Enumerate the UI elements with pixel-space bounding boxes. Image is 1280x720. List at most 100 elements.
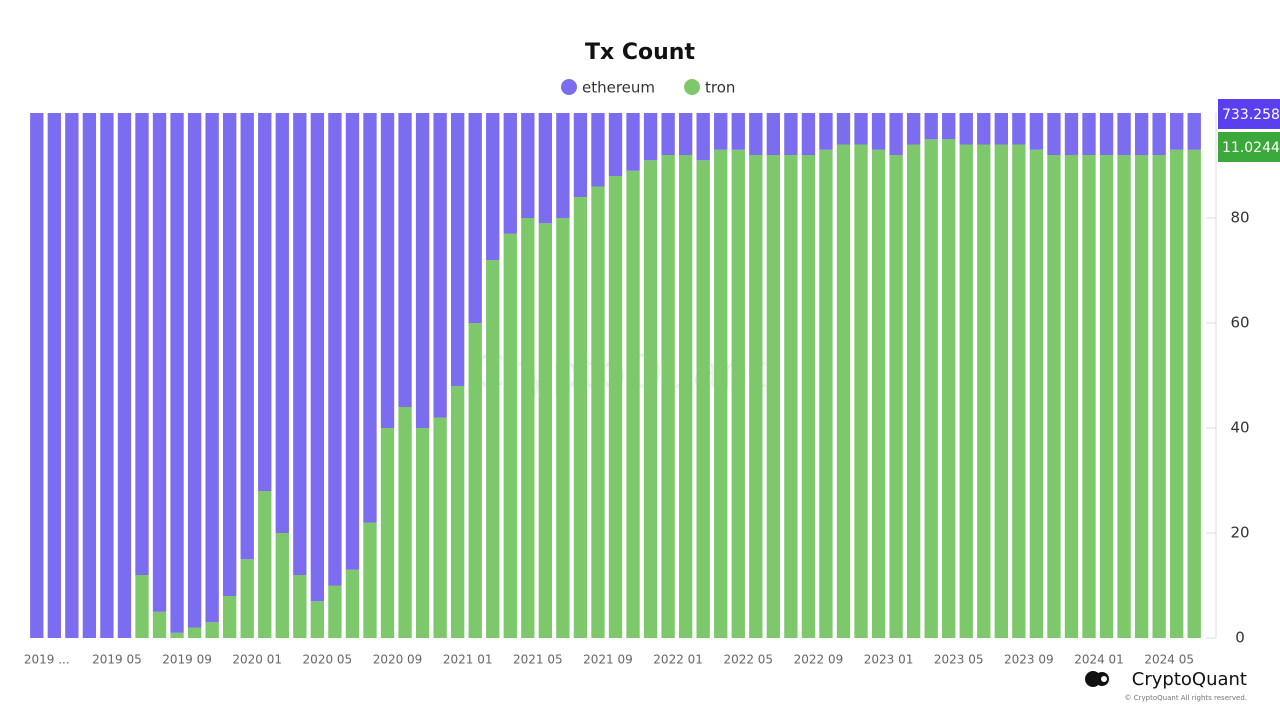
bar-segment (205, 113, 219, 623)
bar-segment (415, 113, 430, 428)
bar-segment (258, 491, 272, 638)
bar-segment (801, 113, 816, 155)
bar-segment (959, 113, 973, 145)
bar-segment (836, 113, 851, 145)
bar-segment (1064, 155, 1079, 638)
bar-segment (696, 113, 710, 161)
bar-segment (187, 113, 202, 628)
x-tick-label: 2019 09 (162, 653, 212, 667)
bar-segment (345, 569, 360, 638)
bar-segment (889, 155, 903, 638)
bar-segment (661, 155, 675, 638)
legend-marker (684, 79, 701, 95)
bar-segment (819, 113, 833, 150)
bar-segment (1012, 113, 1026, 145)
legend-label: tron (705, 79, 735, 97)
bar-segment (871, 113, 886, 150)
bar-segment (240, 113, 254, 560)
bar-segment (328, 113, 342, 586)
current-value-box (1218, 99, 1280, 129)
bar-segment (100, 113, 114, 638)
x-tick-label: 2022 05 (723, 653, 773, 667)
bar-segment (731, 113, 745, 150)
bar-segment (205, 622, 219, 638)
bar-segment (696, 160, 710, 638)
bar-segment (380, 113, 395, 428)
bar-segment (959, 144, 973, 638)
bar-segment (714, 113, 728, 150)
current-value-box (1218, 132, 1280, 162)
bar-segment (573, 113, 588, 197)
bar-segment (538, 223, 553, 638)
bar-segment (170, 113, 184, 633)
bar-segment (1082, 155, 1096, 638)
x-tick-label: 2023 09 (1004, 653, 1054, 667)
bar-segment (749, 113, 763, 155)
bar-segment (591, 186, 605, 638)
bar-segment (977, 113, 991, 145)
bar-segment (1187, 149, 1201, 638)
bar-segment (170, 632, 184, 638)
y-tick-label: 60 (1230, 314, 1249, 332)
bar-segment (328, 585, 342, 638)
bar-segment (924, 113, 938, 140)
bar-segment (819, 149, 833, 638)
x-tick-label: 2019 ... (24, 653, 70, 667)
bar-segment (942, 139, 956, 638)
brand-name: CryptoQuant (1132, 669, 1247, 690)
bar-segment (380, 428, 395, 638)
bar-segment (135, 575, 149, 638)
bar-segment (293, 575, 307, 638)
bar-segment (573, 197, 588, 638)
current-value-label: 733.258k (1222, 107, 1280, 123)
bar-segment (152, 611, 167, 638)
bar-segment (310, 601, 325, 638)
y-tick-label: 0 (1235, 629, 1245, 647)
bar-segment (1047, 113, 1061, 155)
bar-segment (117, 113, 132, 638)
bar-segment (994, 113, 1008, 145)
bar-segment (363, 113, 377, 523)
bar-segment (784, 113, 798, 155)
bar-segment (731, 149, 745, 638)
bar-segment (293, 113, 307, 575)
bar-segment (468, 323, 482, 638)
bar-segment (223, 596, 237, 638)
bar-segment (187, 627, 202, 638)
bar-segment (503, 113, 517, 234)
bar-segment (486, 113, 500, 260)
bar-segment (398, 113, 412, 407)
bar-segment (1117, 113, 1131, 155)
bar-segment (398, 407, 412, 638)
bar-segment (363, 522, 377, 638)
copyright: © CryptoQuant All rights reserved. (1125, 694, 1247, 702)
bar-segment (871, 149, 886, 638)
bar-segment (678, 155, 693, 638)
bar-segment (643, 160, 658, 638)
bar-segment (678, 113, 693, 155)
bar-segment (784, 155, 798, 638)
y-tick-label: 80 (1230, 209, 1249, 227)
bar-segment (310, 113, 325, 602)
bar-segment (1029, 149, 1044, 638)
bar-segment (836, 144, 851, 638)
bar-segment (521, 113, 535, 218)
x-tick-label: 2019 05 (92, 653, 142, 667)
y-tick-label: 40 (1230, 419, 1249, 437)
bar-segment (608, 176, 623, 638)
bar-segment (468, 113, 482, 323)
bar-segment (626, 113, 640, 171)
bar-segment (661, 113, 675, 155)
bar-segment (801, 155, 816, 638)
bar-segment (1029, 113, 1044, 150)
bar-segment (854, 144, 868, 638)
bar-segment (65, 113, 79, 638)
bar-segment (591, 113, 605, 187)
bar-segment (1064, 113, 1079, 155)
brand-logo (1085, 671, 1109, 687)
x-tick-label: 2020 09 (373, 653, 423, 667)
bar-segment (521, 218, 535, 638)
bar-segment (942, 113, 956, 140)
